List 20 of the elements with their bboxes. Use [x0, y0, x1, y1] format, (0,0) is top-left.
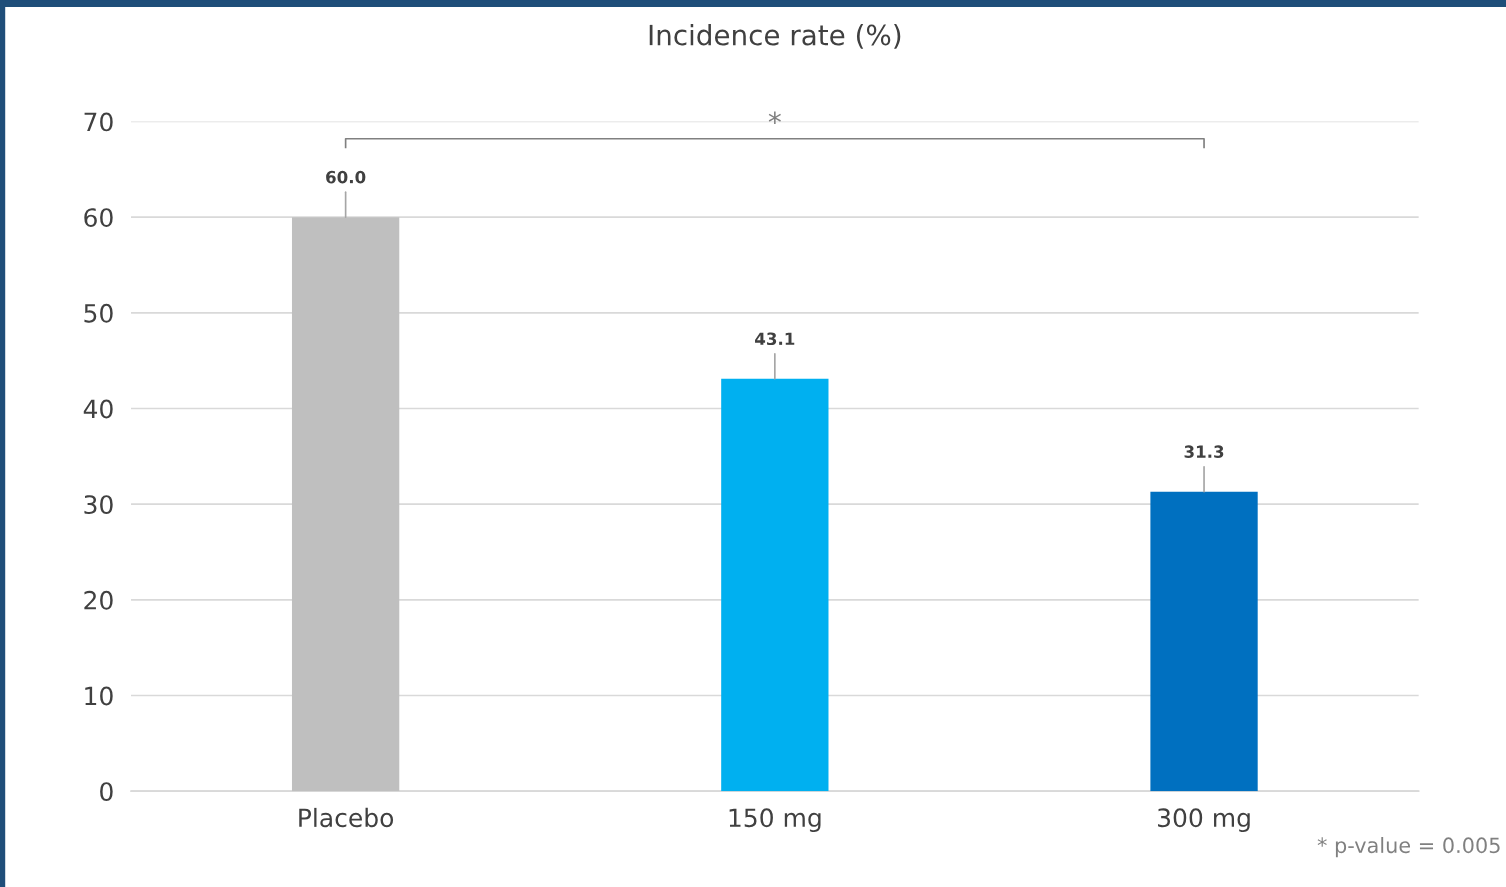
y-tick-label: 0: [100, 782, 113, 802]
y-tick-label: 40: [83, 399, 113, 419]
y-tick-label: 70: [84, 112, 113, 132]
data-label: 43.1: [755, 332, 795, 346]
y-tick-label: 10: [85, 686, 113, 706]
y-tick-label: 20: [84, 590, 113, 610]
x-tick-label: Placebo: [299, 807, 394, 828]
x-tick-label: 300 mg: [1158, 808, 1250, 833]
bar: [291, 217, 400, 792]
data-label: 31.3: [1184, 445, 1224, 458]
annotation: *: [768, 111, 781, 125]
chart-title: Incidence rate (%): [649, 24, 901, 49]
y-tick-label: 30: [84, 495, 113, 515]
y-tick-label: 50: [84, 303, 113, 323]
text: * p-value = 0.005: [1317, 837, 1500, 858]
bar: [721, 378, 829, 792]
y-tick-label: 60: [84, 208, 113, 228]
bar: [1150, 491, 1258, 792]
data-label: 60.0: [326, 170, 366, 184]
x-tick-label: 150 mg: [729, 808, 821, 833]
